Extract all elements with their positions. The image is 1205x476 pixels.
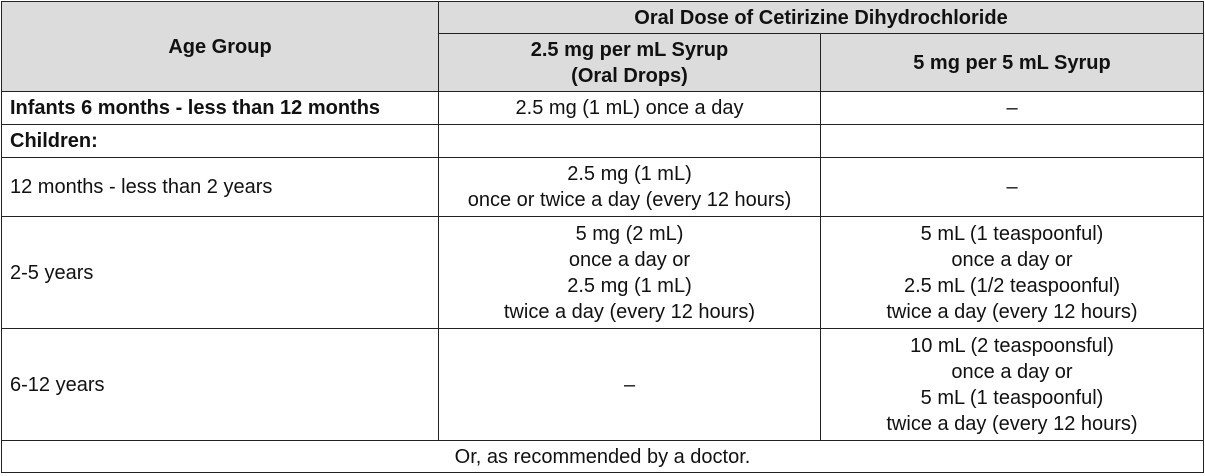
header-syrup: 5 mg per 5 mL Syrup xyxy=(820,33,1204,92)
age-cell: Children: xyxy=(1,124,439,158)
syrup-dose-cell: 10 mL (2 teaspoonsful) once a day or 5 m… xyxy=(820,328,1204,441)
table-row: Children: xyxy=(1,124,1204,158)
table-row: 6-12 years – 10 mL (2 teaspoonsful) once… xyxy=(1,328,1204,441)
header-oral-dose: Oral Dose of Cetirizine Dihydrochloride xyxy=(438,1,1204,34)
syrup-dose-cell xyxy=(820,124,1204,158)
age-cell: 6-12 years xyxy=(1,328,439,441)
footer-note: Or, as recommended by a doctor. xyxy=(1,440,1204,473)
header-oral-drops: 2.5 mg per mL Syrup (Oral Drops) xyxy=(438,33,821,92)
age-cell: 12 months - less than 2 years xyxy=(1,157,439,217)
drops-dose-cell: 5 mg (2 mL) once a day or 2.5 mg (1 mL) … xyxy=(438,216,821,329)
table-row: Infants 6 months - less than 12 months 2… xyxy=(1,91,1204,125)
table-row: 2-5 years 5 mg (2 mL) once a day or 2.5 … xyxy=(1,216,1204,329)
table-row: 12 months - less than 2 years 2.5 mg (1 … xyxy=(1,157,1204,217)
drops-dose-cell: 2.5 mg (1 mL) once or twice a day (every… xyxy=(438,157,821,217)
drops-dose-cell xyxy=(438,124,821,158)
drops-dose-cell: – xyxy=(438,328,821,441)
syrup-dose-cell: – xyxy=(820,91,1204,125)
age-cell: Infants 6 months - less than 12 months xyxy=(1,91,439,125)
age-cell: 2-5 years xyxy=(1,216,439,329)
drops-dose-cell: 2.5 mg (1 mL) once a day xyxy=(438,91,821,125)
header-age-group: Age Group xyxy=(1,1,439,92)
syrup-dose-cell: 5 mL (1 teaspoonful) once a day or 2.5 m… xyxy=(820,216,1204,329)
syrup-dose-cell: – xyxy=(820,157,1204,217)
